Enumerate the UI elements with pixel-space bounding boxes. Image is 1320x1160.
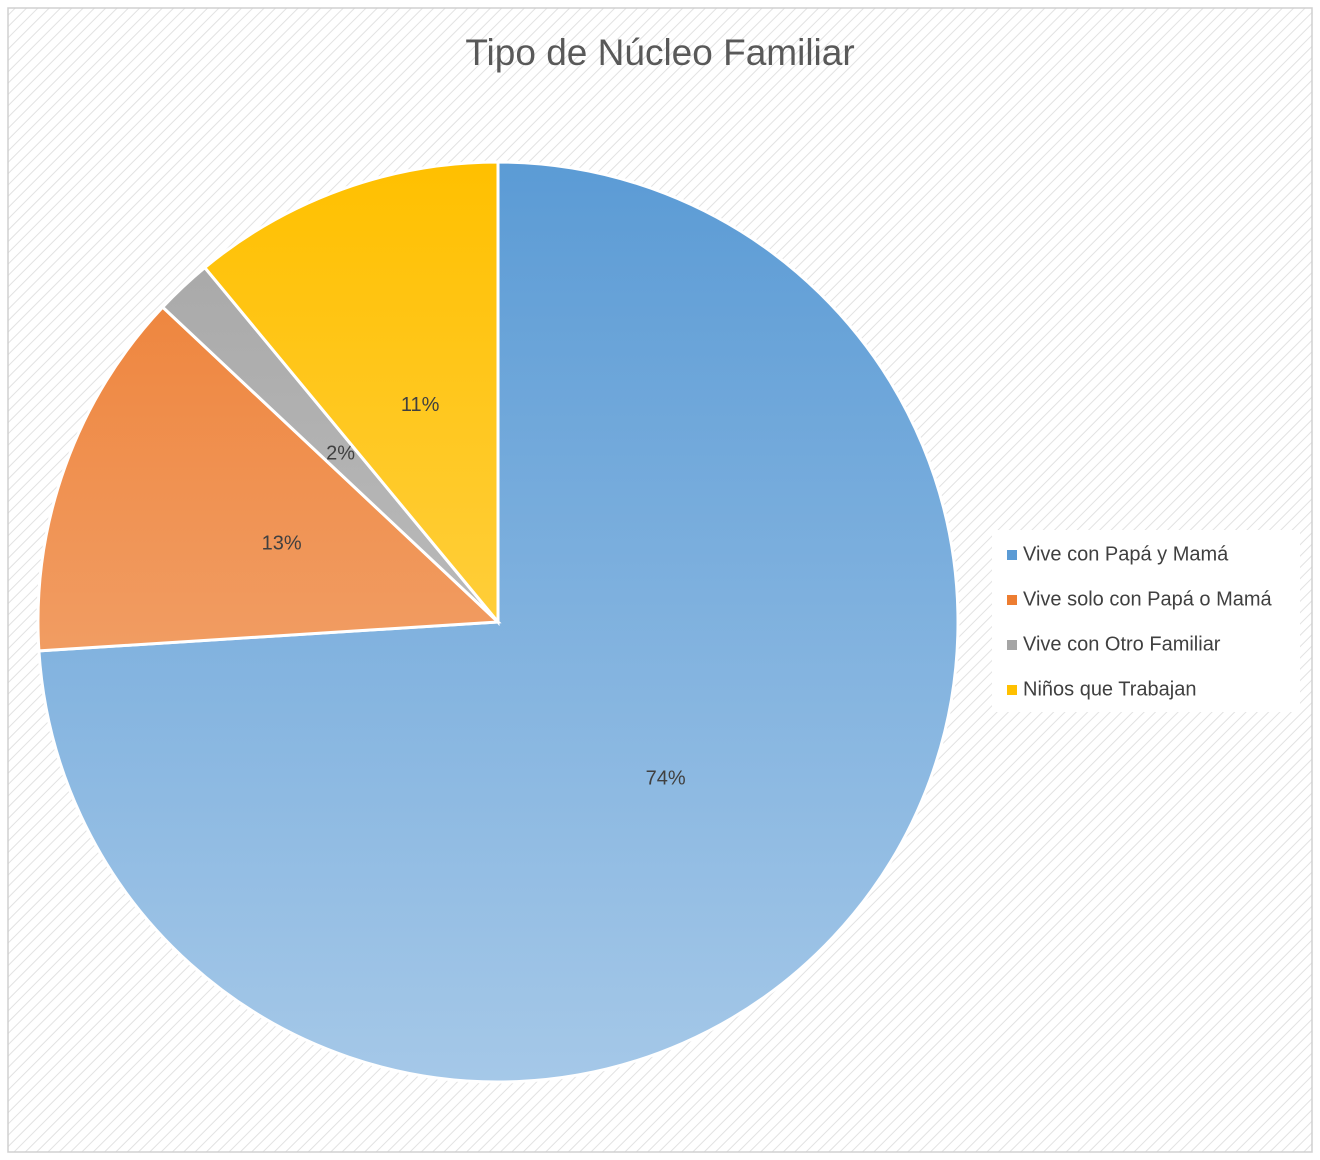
legend-label: Vive con Otro Familiar bbox=[1023, 633, 1221, 655]
data-label: 2% bbox=[326, 443, 355, 465]
data-label: 11% bbox=[401, 394, 440, 416]
legend-swatch bbox=[1007, 640, 1017, 650]
data-label: 74% bbox=[646, 768, 686, 790]
pie-slice bbox=[36, 304, 502, 653]
legend-swatch bbox=[1007, 550, 1017, 560]
data-label: 13% bbox=[262, 532, 302, 554]
legend-swatch bbox=[1007, 595, 1017, 605]
legend-swatch bbox=[1007, 685, 1017, 695]
legend-label: Niños que Trabajan bbox=[1023, 678, 1196, 700]
legend-box bbox=[992, 530, 1300, 712]
chart-title: Tipo de Núcleo Familiar bbox=[465, 32, 854, 73]
legend-label: Vive solo con Papá o Mamá bbox=[1023, 588, 1273, 610]
pie-slice bbox=[202, 160, 500, 627]
legend-label: Vive con Papá y Mamá bbox=[1023, 543, 1229, 565]
